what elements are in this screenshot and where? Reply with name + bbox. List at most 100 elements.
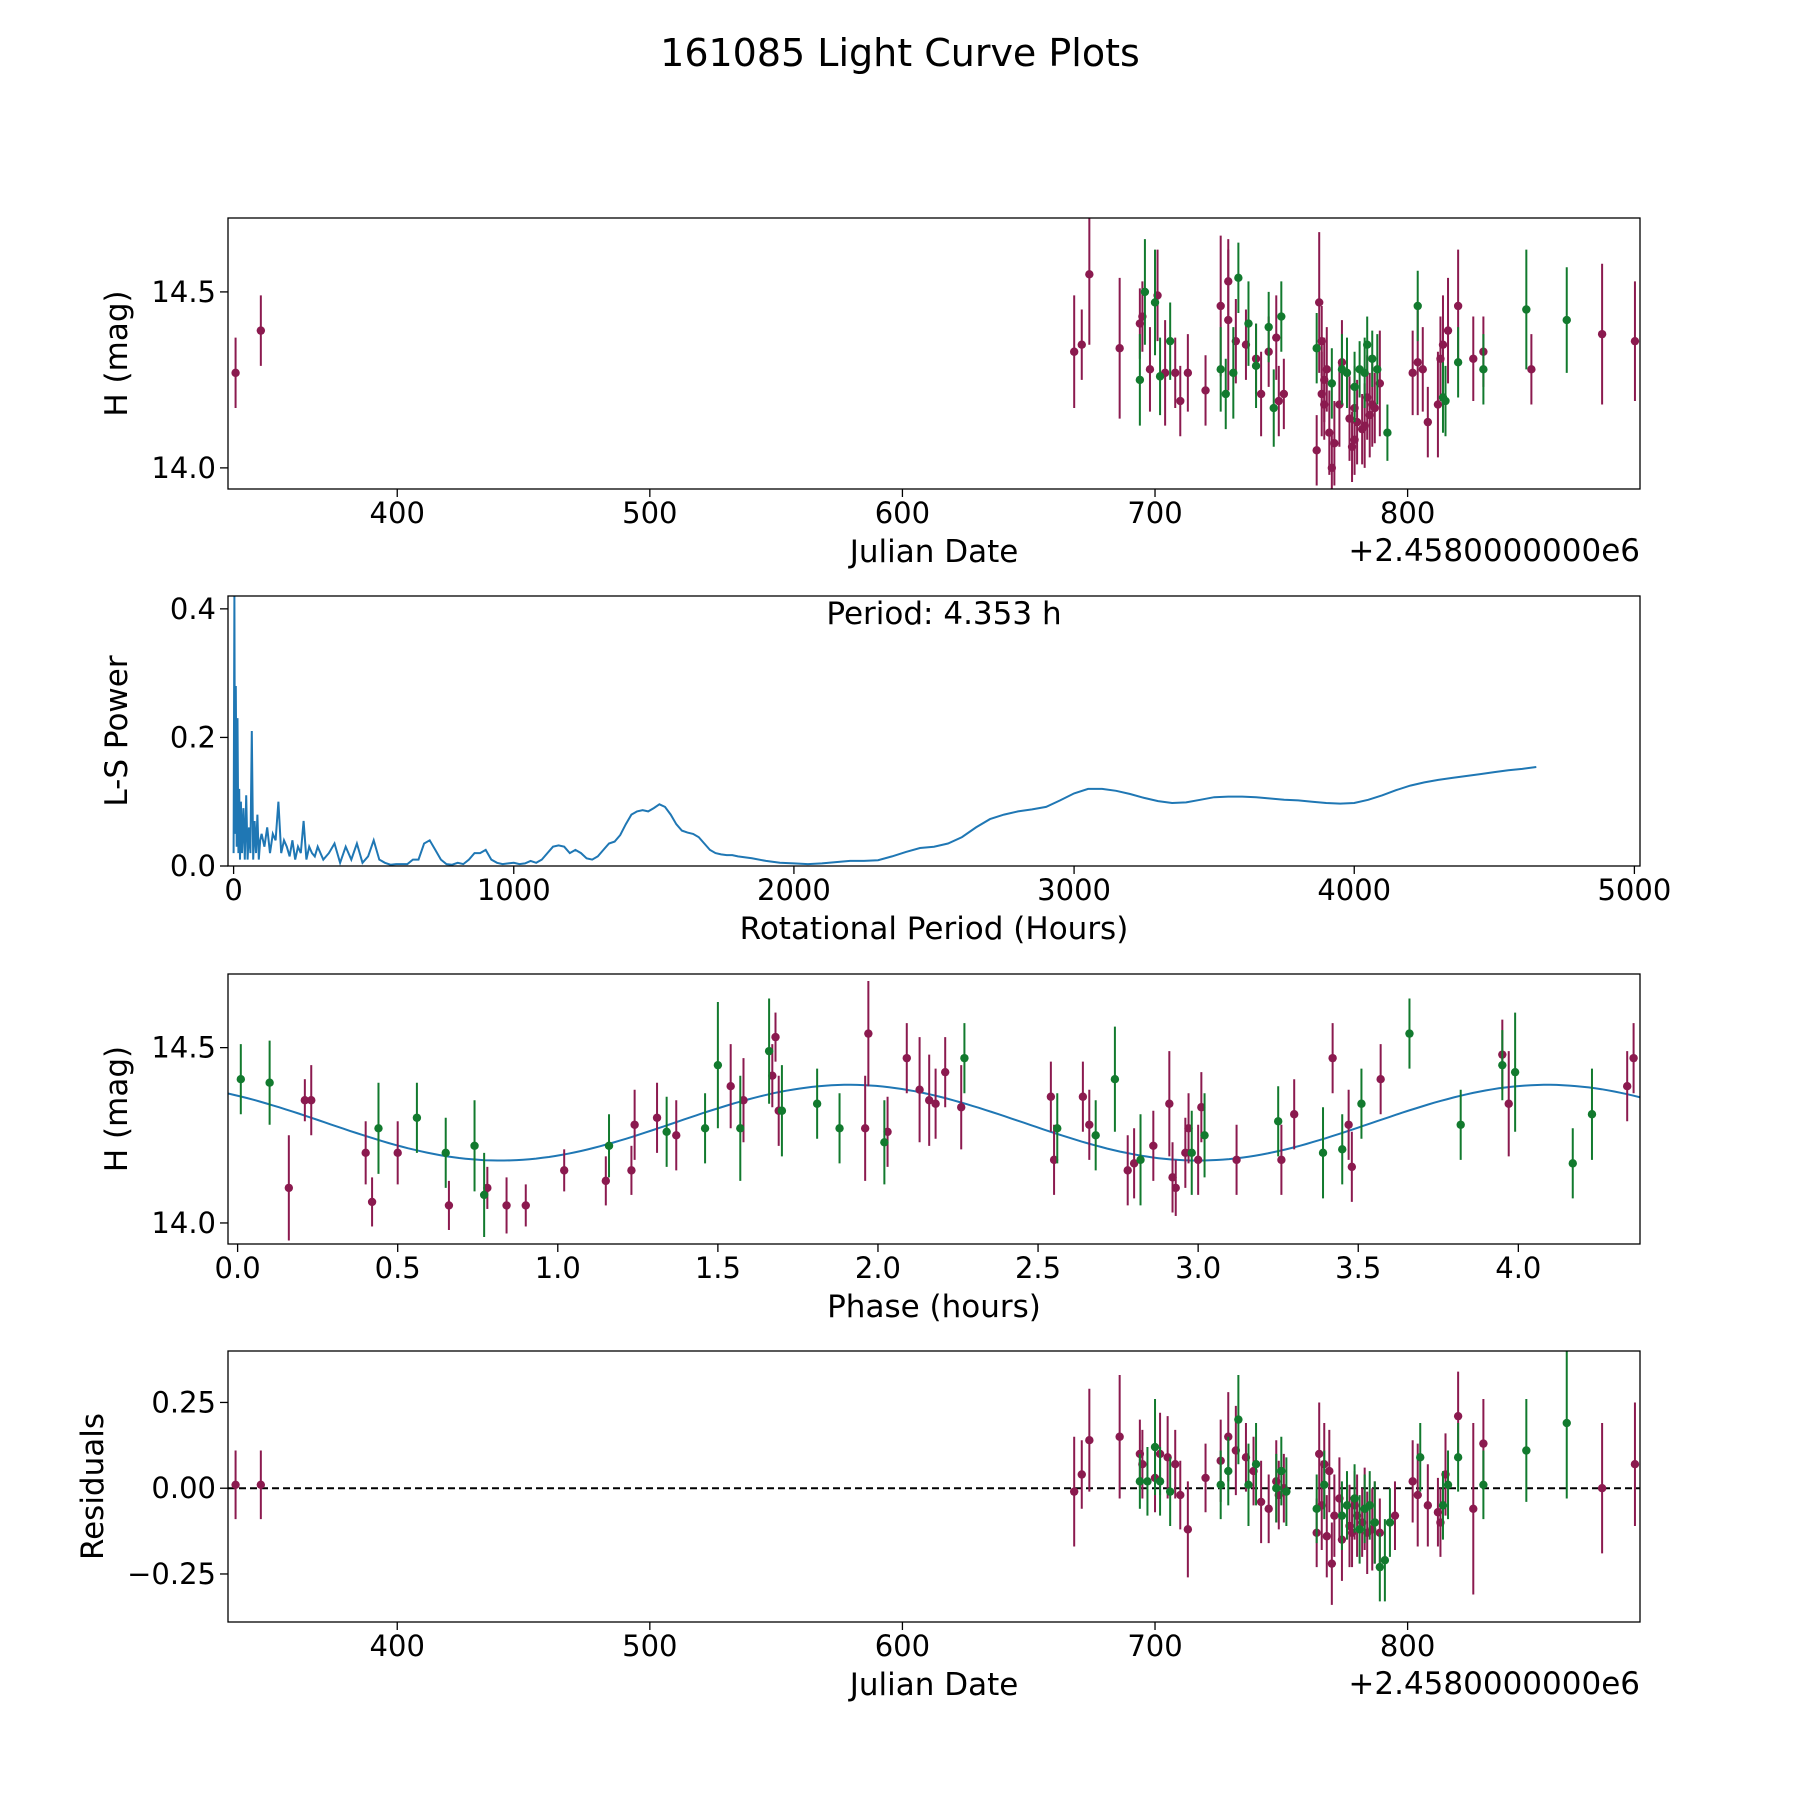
data-point-red <box>1413 358 1422 367</box>
x-axis-label: Julian Date <box>848 534 1019 570</box>
data-point-red <box>1183 1525 1193 1534</box>
panel-light-curve: 400 500 600 700 800 14.0 14.5 Julian Date H (mag… <box>99 217 1641 570</box>
data-point-red <box>1630 336 1640 346</box>
axes-frame <box>227 1350 1641 1623</box>
x-tick-label: 500 <box>622 496 677 530</box>
data-point-red <box>502 1201 511 1210</box>
data-point-green <box>880 1138 889 1147</box>
data-point-red <box>1232 1155 1241 1165</box>
data-point-red <box>1423 417 1433 427</box>
y-tick-label: 14.0 <box>151 451 216 485</box>
x-tick-label: 700 <box>1127 496 1182 530</box>
data-point-green <box>1165 336 1175 346</box>
data-point-red <box>1049 1155 1059 1165</box>
data-point-red <box>771 1032 780 1042</box>
data-point-green <box>1370 1518 1379 1527</box>
data-point-red <box>1413 1490 1422 1500</box>
x-axis-label: Rotational Period (Hours) <box>740 911 1129 947</box>
data-point-green <box>1221 389 1230 399</box>
x-tick-label: 400 <box>370 1629 425 1663</box>
data-point-red <box>1077 340 1086 349</box>
x-tick-label: 4.0 <box>1495 1251 1541 1285</box>
data-point-green <box>1229 368 1238 378</box>
data-point-green <box>1456 1120 1465 1129</box>
data-point-red <box>860 1124 870 1133</box>
data-point-green <box>441 1148 450 1158</box>
data-point-red <box>1129 1159 1139 1168</box>
data-point-green <box>1136 1155 1145 1165</box>
data-point-red <box>1085 1435 1094 1445</box>
y-axis-label: H (mag) <box>99 290 135 416</box>
x-tick-label: 4000 <box>1317 873 1391 907</box>
data-point-red <box>1469 354 1478 363</box>
data-point-green <box>1053 1124 1062 1133</box>
data-point-green <box>1479 1480 1488 1489</box>
data-point-green <box>1375 1562 1385 1572</box>
data-point-green <box>812 1099 822 1108</box>
data-point-green <box>236 1074 246 1084</box>
data-point-red <box>1216 301 1225 311</box>
axes-frame <box>227 595 1641 867</box>
data-point-green <box>1277 1466 1286 1476</box>
data-point-red <box>1438 340 1448 349</box>
data-point-green <box>1165 1487 1175 1496</box>
data-point-red <box>361 1148 370 1158</box>
data-point-red <box>300 1096 310 1105</box>
x-tick-label: 3.0 <box>1175 1251 1221 1285</box>
data-point-red <box>1312 446 1321 455</box>
data-point-red <box>630 1120 639 1129</box>
data-point-green <box>1338 1145 1347 1154</box>
data-point-green <box>1479 365 1488 374</box>
x-tick-label: 0.0 <box>215 1251 261 1285</box>
x-tick-label: 2000 <box>757 873 831 907</box>
y-tick-label: 0.2 <box>170 720 216 754</box>
data-point-green <box>1135 375 1145 385</box>
data-point-red <box>483 1183 492 1193</box>
x-tick-label: 0 <box>224 873 242 907</box>
data-point-red <box>1479 1439 1488 1448</box>
data-point-red <box>1069 347 1079 356</box>
data-point-green <box>1562 315 1571 325</box>
data-point-red <box>924 1096 934 1105</box>
data-point-green <box>1413 301 1422 311</box>
data-point-green <box>1244 1480 1253 1489</box>
data-point-red <box>957 1103 966 1112</box>
x-tick-label: 600 <box>875 1629 930 1663</box>
data-point-red <box>1184 1124 1193 1133</box>
data-point-red <box>307 1096 316 1105</box>
data-point-green <box>1244 319 1253 328</box>
data-point-red <box>1181 1148 1190 1158</box>
data-point-green <box>1110 1074 1120 1084</box>
figure-title: 161085 Light Curve Plots <box>660 31 1140 75</box>
data-point-red <box>672 1131 681 1140</box>
data-point-red <box>1256 1497 1266 1507</box>
data-point-red <box>1629 1053 1638 1063</box>
data-point-green <box>1143 1477 1152 1486</box>
x-tick-label: 600 <box>875 496 930 530</box>
data-point-red <box>1115 1432 1124 1441</box>
panel-periodogram: 0 1000 2000 3000 4000 5000 0.0 0.2 0.4 Rotational… <box>99 592 1671 947</box>
data-point-red <box>768 1071 777 1080</box>
data-point-green <box>1383 428 1392 437</box>
data-point-green <box>1269 403 1278 413</box>
plot-area <box>228 1351 1640 1605</box>
y-tick-label: 0.0 <box>170 849 216 883</box>
data-point-green <box>1277 312 1286 321</box>
data-point-red <box>864 1029 873 1038</box>
axes-frame <box>227 973 1641 1245</box>
x-tick-label: 5000 <box>1597 873 1671 907</box>
data-point-green <box>479 1190 489 1200</box>
data-point-green <box>1312 344 1321 353</box>
data-point-green <box>1187 1148 1196 1158</box>
data-point-red <box>1322 365 1331 374</box>
y-axis-label: H (mag) <box>99 1046 135 1172</box>
data-point-green <box>1342 368 1352 378</box>
y-axis-label: L-S Power <box>99 655 135 806</box>
y-tick-label: 0.00 <box>151 1471 216 1505</box>
data-point-red <box>1418 365 1427 374</box>
data-point-green <box>1342 1501 1352 1510</box>
data-point-green <box>1251 361 1261 371</box>
data-point-green <box>1522 305 1531 314</box>
data-point-green <box>1282 1487 1291 1496</box>
data-point-green <box>1091 1131 1100 1140</box>
